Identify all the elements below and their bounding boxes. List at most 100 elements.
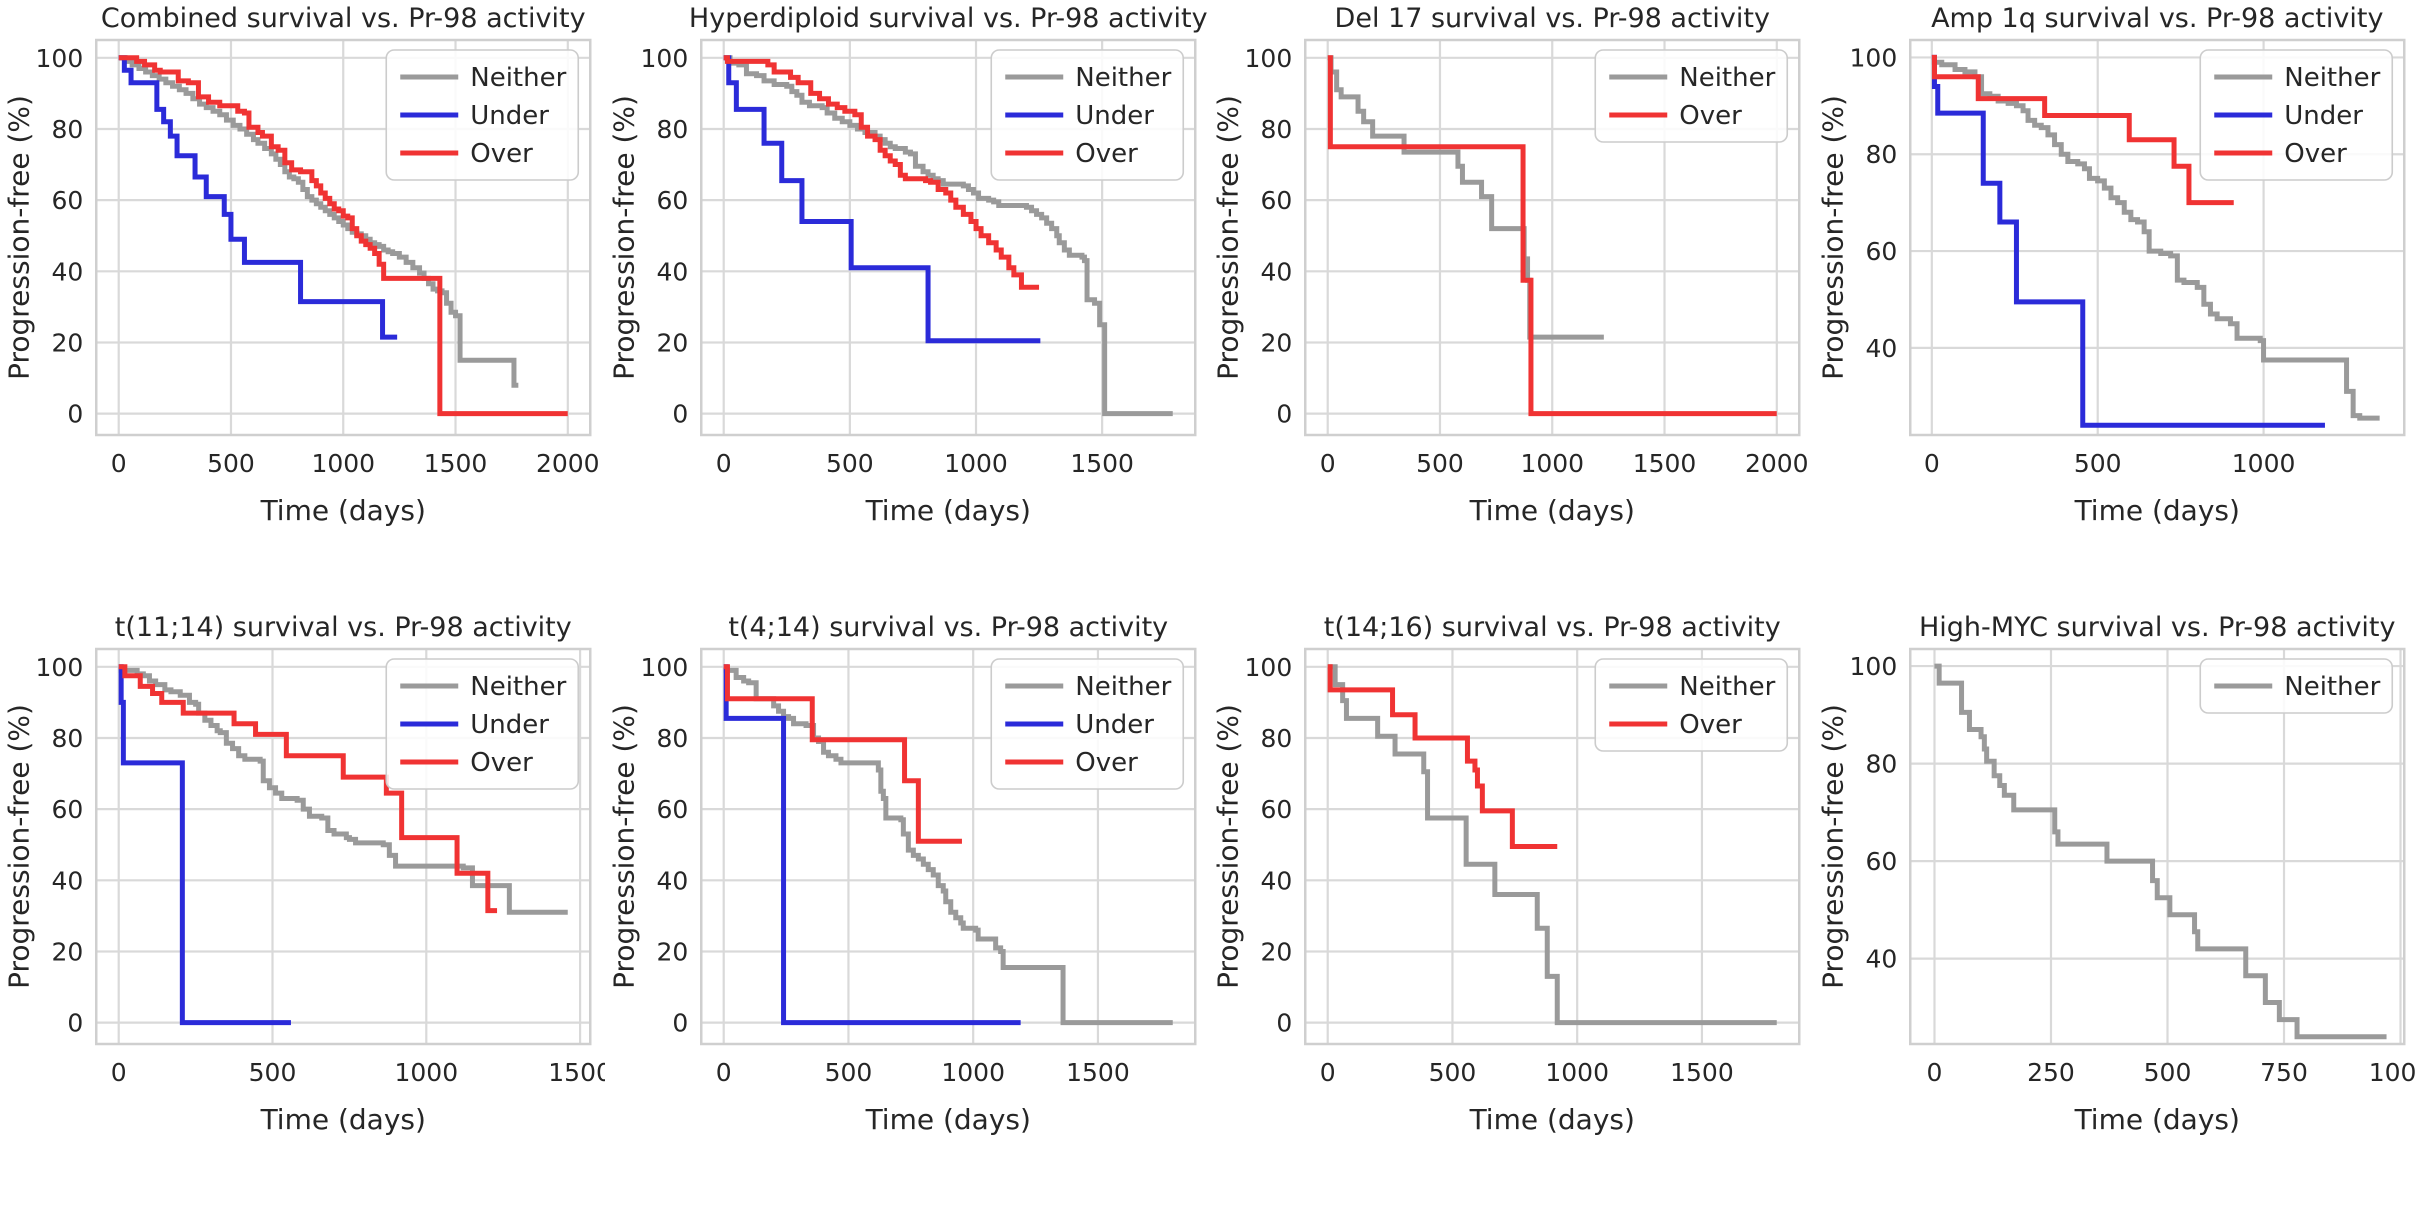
survival-plot: Combined survival vs. Pr-98 activity 0 500… [0,0,605,609]
survival-plot: t(11;14) survival vs. Pr-98 activity 0 500… [0,609,605,1218]
axes-spine [1908,647,2405,1046]
x-tick-label: 0 [1923,449,1939,478]
y-tick-label: 20 [656,328,688,357]
y-tick-label: 60 [1865,847,1897,876]
legend-box [2198,49,2393,181]
curve-neither [723,55,1173,417]
legend-label-over: Over [470,139,533,169]
legend-label-over: Over [2284,139,2347,169]
legend: Neither Over [1594,49,1789,143]
curve-over [1931,54,2234,206]
legend: Neither Under Over [2198,49,2393,181]
legend: Neither Over [1594,658,1789,752]
y-tick-label: 20 [1260,937,1292,966]
y-tick-label: 60 [1865,237,1897,266]
y-tick-label: 60 [1260,186,1292,215]
x-axis-label: Time (days) [260,494,426,527]
legend-box [989,49,1184,181]
legend: Neither Under Over [989,49,1184,181]
legend-box [2198,658,2393,714]
y-tick-label: 100 [1245,653,1293,682]
x-tick-label: 1500 [1070,449,1134,478]
y-tick-label: 0 [672,1009,688,1038]
plot-title: t(4;14) survival vs. Pr-98 activity [728,612,1168,643]
y-tick-label: 0 [67,1009,83,1038]
y-tick-label: 80 [1260,724,1292,753]
y-tick-label: 60 [656,186,688,215]
axes-spine [1304,38,1801,437]
subplot-combined: Combined survival vs. Pr-98 activity 0 500… [0,0,605,609]
legend-label-neither: Neither [1075,672,1171,702]
x-tick-label: 500 [207,449,255,478]
x-tick-label: 500 [2073,449,2121,478]
y-axis-label: Progression-free (%) [1211,704,1244,989]
axes-spine [699,38,1196,437]
axes-spine [95,38,592,437]
y-tick-label: 80 [656,724,688,753]
y-axis-label: Progression-free (%) [607,95,640,380]
y-tick-label: 80 [1865,140,1897,169]
y-tick-label: 100 [1849,652,1897,681]
y-axis-label: Progression-free (%) [1816,95,1849,380]
curve-under [1931,54,2325,428]
x-tick-label: 250 [2027,1058,2075,1087]
curve-over [1327,55,1777,417]
y-tick-label: 0 [1276,1009,1292,1038]
plot-title: Del 17 survival vs. Pr-98 activity [1335,3,1770,34]
x-tick-label: 500 [2143,1058,2191,1087]
plot-title: High-MYC survival vs. Pr-98 activity [1918,612,2395,643]
x-tick-label: 1500 [1670,1058,1734,1087]
y-tick-label: 20 [1260,328,1292,357]
curve-neither [1933,663,2387,1040]
subplot-t11-14: t(11;14) survival vs. Pr-98 activity 0 500… [0,609,605,1218]
survival-plot: Hyperdiploid survival vs. Pr-98 activity… [604,0,1209,609]
plot-title: Hyperdiploid survival vs. Pr-98 activity [688,3,1207,34]
x-tick-label: 1000 [944,449,1008,478]
y-axis-label: Progression-free (%) [1211,95,1244,380]
curve-neither [1327,664,1777,1026]
axes-spine [699,647,1196,1046]
subplot-hyperdiploid: Hyperdiploid survival vs. Pr-98 activity… [604,0,1210,609]
axes-spine [1908,38,2405,437]
subplot-t14-16: t(14;16) survival vs. Pr-98 activity 0 500… [1209,609,1814,1218]
legend-label-neither: Neither [470,672,566,702]
plot-title: Combined survival vs. Pr-98 activity [101,3,586,34]
x-axis-label: Time (days) [2073,1103,2239,1136]
subplot-t4-14: t(4;14) survival vs. Pr-98 activity 0 500 1… [604,609,1210,1218]
x-tick-label: 1000 [1545,1058,1609,1087]
y-tick-label: 0 [67,400,83,429]
curve-over [723,55,1039,290]
x-tick-label: 1000 [394,1058,458,1087]
y-tick-label: 20 [51,937,83,966]
x-tick-label: 500 [1416,449,1464,478]
legend-label-neither: Neither [470,63,566,93]
x-tick-label: 1500 [548,1058,604,1087]
curve-over [118,55,568,417]
y-axis-label: Progression-free (%) [2,95,35,380]
y-tick-label: 80 [51,115,83,144]
legend: Neither Under Over [989,658,1184,790]
x-axis-label: Time (days) [864,494,1030,527]
subplot-high-myc: High-MYC survival vs. Pr-98 activity 0 250… [1813,609,2418,1218]
y-tick-label: 80 [656,115,688,144]
legend-label-under: Under [1075,710,1154,740]
y-tick-label: 40 [656,257,688,286]
axes-spine [1304,647,1801,1046]
y-axis-label: Progression-free (%) [607,704,640,989]
y-tick-label: 40 [51,866,83,895]
y-tick-label: 100 [1245,44,1293,73]
x-tick-label: 0 [1320,449,1336,478]
legend-label-over: Over [1075,748,1138,778]
y-tick-label: 100 [640,44,688,73]
x-tick-label: 1000 [2368,1058,2418,1087]
x-tick-label: 1500 [1633,449,1697,478]
y-axis-label: Progression-free (%) [2,704,35,989]
legend-label-under: Under [1075,101,1154,131]
legend-box [1594,49,1789,143]
legend-label-neither: Neither [1075,63,1171,93]
legend-box [385,49,580,181]
x-tick-label: 0 [1320,1058,1336,1087]
y-tick-label: 100 [640,653,688,682]
y-tick-label: 60 [51,186,83,215]
plot-title: Amp 1q survival vs. Pr-98 activity [1931,3,2383,34]
